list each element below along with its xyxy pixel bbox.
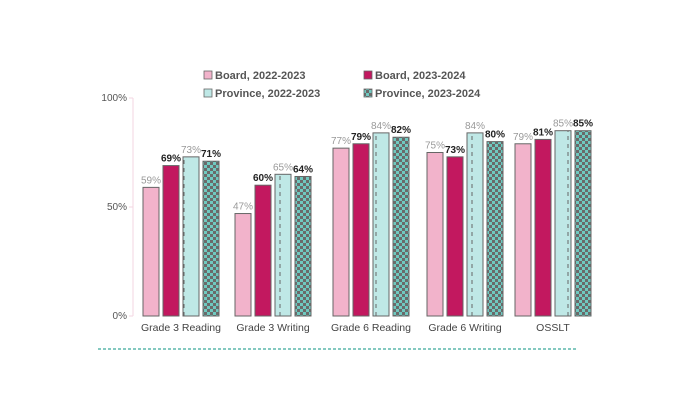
data-label: 73% xyxy=(445,145,465,156)
bar xyxy=(352,143,370,317)
data-label: 80% xyxy=(485,130,505,141)
bar xyxy=(294,175,312,317)
data-label: 79% xyxy=(513,132,533,143)
data-label: 79% xyxy=(351,132,371,143)
bar xyxy=(466,132,484,317)
bar xyxy=(392,136,410,317)
legend-label: Province, 2023-2024 xyxy=(375,88,481,100)
bar xyxy=(274,173,292,317)
y-tick-label: 0% xyxy=(113,311,128,322)
data-label: 59% xyxy=(141,175,161,186)
legend-swatch xyxy=(363,70,373,80)
legend-label: Board, 2023-2024 xyxy=(375,70,466,82)
category-label: OSSLT xyxy=(536,322,570,334)
data-label: 65% xyxy=(273,162,293,173)
legend-swatch xyxy=(203,88,213,98)
bar xyxy=(534,138,552,317)
data-label: 81% xyxy=(533,127,553,138)
legend-label: Province, 2022-2023 xyxy=(215,88,320,100)
category-label: Grade 6 Reading xyxy=(331,322,411,334)
bar xyxy=(514,143,532,317)
data-label: 85% xyxy=(573,119,593,130)
data-label: 47% xyxy=(233,202,253,213)
data-label: 84% xyxy=(371,121,391,132)
legend-label: Board, 2022-2023 xyxy=(215,70,306,82)
data-label: 77% xyxy=(331,136,351,147)
bar xyxy=(142,186,160,317)
bar xyxy=(332,147,350,317)
bar xyxy=(486,141,504,317)
data-label: 69% xyxy=(161,154,181,165)
category-label: Grade 6 Writing xyxy=(428,322,501,334)
bar xyxy=(446,156,464,317)
category-label: Grade 3 Reading xyxy=(141,322,221,334)
bar xyxy=(182,156,200,317)
bar xyxy=(554,130,572,317)
bar xyxy=(254,184,272,317)
data-label: 71% xyxy=(201,149,221,160)
data-label: 75% xyxy=(425,141,445,152)
category-label: Grade 3 Writing xyxy=(236,322,309,334)
data-label: 84% xyxy=(465,121,485,132)
y-tick-label: 100% xyxy=(101,93,127,104)
bar xyxy=(372,132,390,317)
legend-swatch xyxy=(203,70,213,80)
data-label: 64% xyxy=(293,164,313,175)
bar xyxy=(234,213,252,317)
bar xyxy=(162,165,180,317)
data-label: 85% xyxy=(553,119,573,130)
data-label: 82% xyxy=(391,125,411,136)
data-label: 73% xyxy=(181,145,201,156)
legend-swatch xyxy=(363,88,373,98)
y-tick-label: 50% xyxy=(107,202,127,213)
data-label: 60% xyxy=(253,173,273,184)
bar xyxy=(426,152,444,317)
bar xyxy=(574,130,592,317)
bar xyxy=(202,160,220,317)
